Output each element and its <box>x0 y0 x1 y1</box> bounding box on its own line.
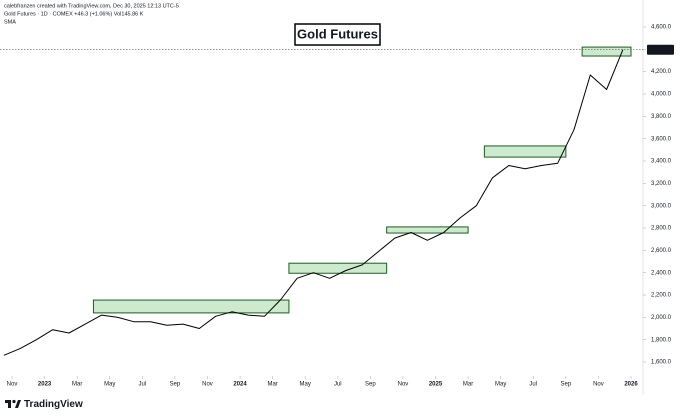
brand-logo <box>5 399 21 408</box>
x-tick-label: Sep <box>170 382 181 388</box>
y-tick-label: 3,600.0 <box>651 136 672 142</box>
y-tick-label: 1,800.0 <box>651 337 672 343</box>
x-tick-label: Nov <box>7 382 18 388</box>
y-tick-label: 3,400.0 <box>651 159 672 165</box>
y-tick-label: 4,600.0 <box>651 25 672 31</box>
x-tick-label: May <box>495 382 506 388</box>
title-box <box>294 23 381 46</box>
last-price-badge <box>647 44 674 55</box>
zone <box>92 299 290 314</box>
x-tick-label: Jul <box>138 382 146 388</box>
x-tick-label: Sep <box>560 382 571 388</box>
zone <box>386 226 469 234</box>
y-tick-label: 2,400.0 <box>651 270 672 276</box>
chart-title: Gold Futures <box>297 26 378 41</box>
y-tick-label: 2,800.0 <box>651 226 672 232</box>
brand-name: TradingView <box>24 399 83 410</box>
zone <box>288 262 388 274</box>
x-tick-label: 2026 <box>624 382 638 388</box>
y-tick-label: 4,000.0 <box>651 92 672 98</box>
y-tick-label: 3,200.0 <box>651 181 672 187</box>
zone <box>581 46 632 57</box>
y-tick-label: 3,800.0 <box>651 114 672 120</box>
y-tick-label: 4,200.0 <box>651 69 672 75</box>
zone <box>483 145 567 158</box>
x-tick-label: Nov <box>593 382 604 388</box>
price-line <box>3 49 624 356</box>
indicator-label: SMA <box>4 19 16 25</box>
x-tick-label: May <box>300 382 311 388</box>
y-tick-label: 1,600.0 <box>651 360 672 366</box>
y-tick-label: 2,200.0 <box>651 293 672 299</box>
x-tick-label: Sep <box>365 382 376 388</box>
x-tick-label: 2024 <box>233 382 247 388</box>
x-tick-label: Mar <box>72 382 82 388</box>
x-tick-label: 2025 <box>429 382 443 388</box>
x-tick-label: Mar <box>463 382 473 388</box>
y-tick-label: 3,000.0 <box>651 203 672 209</box>
x-tick-label: Jul <box>334 382 342 388</box>
x-tick-label: Nov <box>398 382 409 388</box>
x-tick-label: May <box>104 382 115 388</box>
last-price-label: 4,396.5 <box>650 47 671 53</box>
symbol-line: Gold Futures · 1D · COMEX +46.3 (+1.06%)… <box>4 11 144 17</box>
x-tick-label: Mar <box>267 382 277 388</box>
author-line: calebfranzen created with TradingView.co… <box>4 3 179 9</box>
x-tick-label: Nov <box>202 382 213 388</box>
x-tick-label: 2023 <box>38 382 52 388</box>
y-tick-label: 2,600.0 <box>651 248 672 254</box>
x-tick-label: Jul <box>529 382 537 388</box>
y-tick-label: 2,000.0 <box>651 315 672 321</box>
